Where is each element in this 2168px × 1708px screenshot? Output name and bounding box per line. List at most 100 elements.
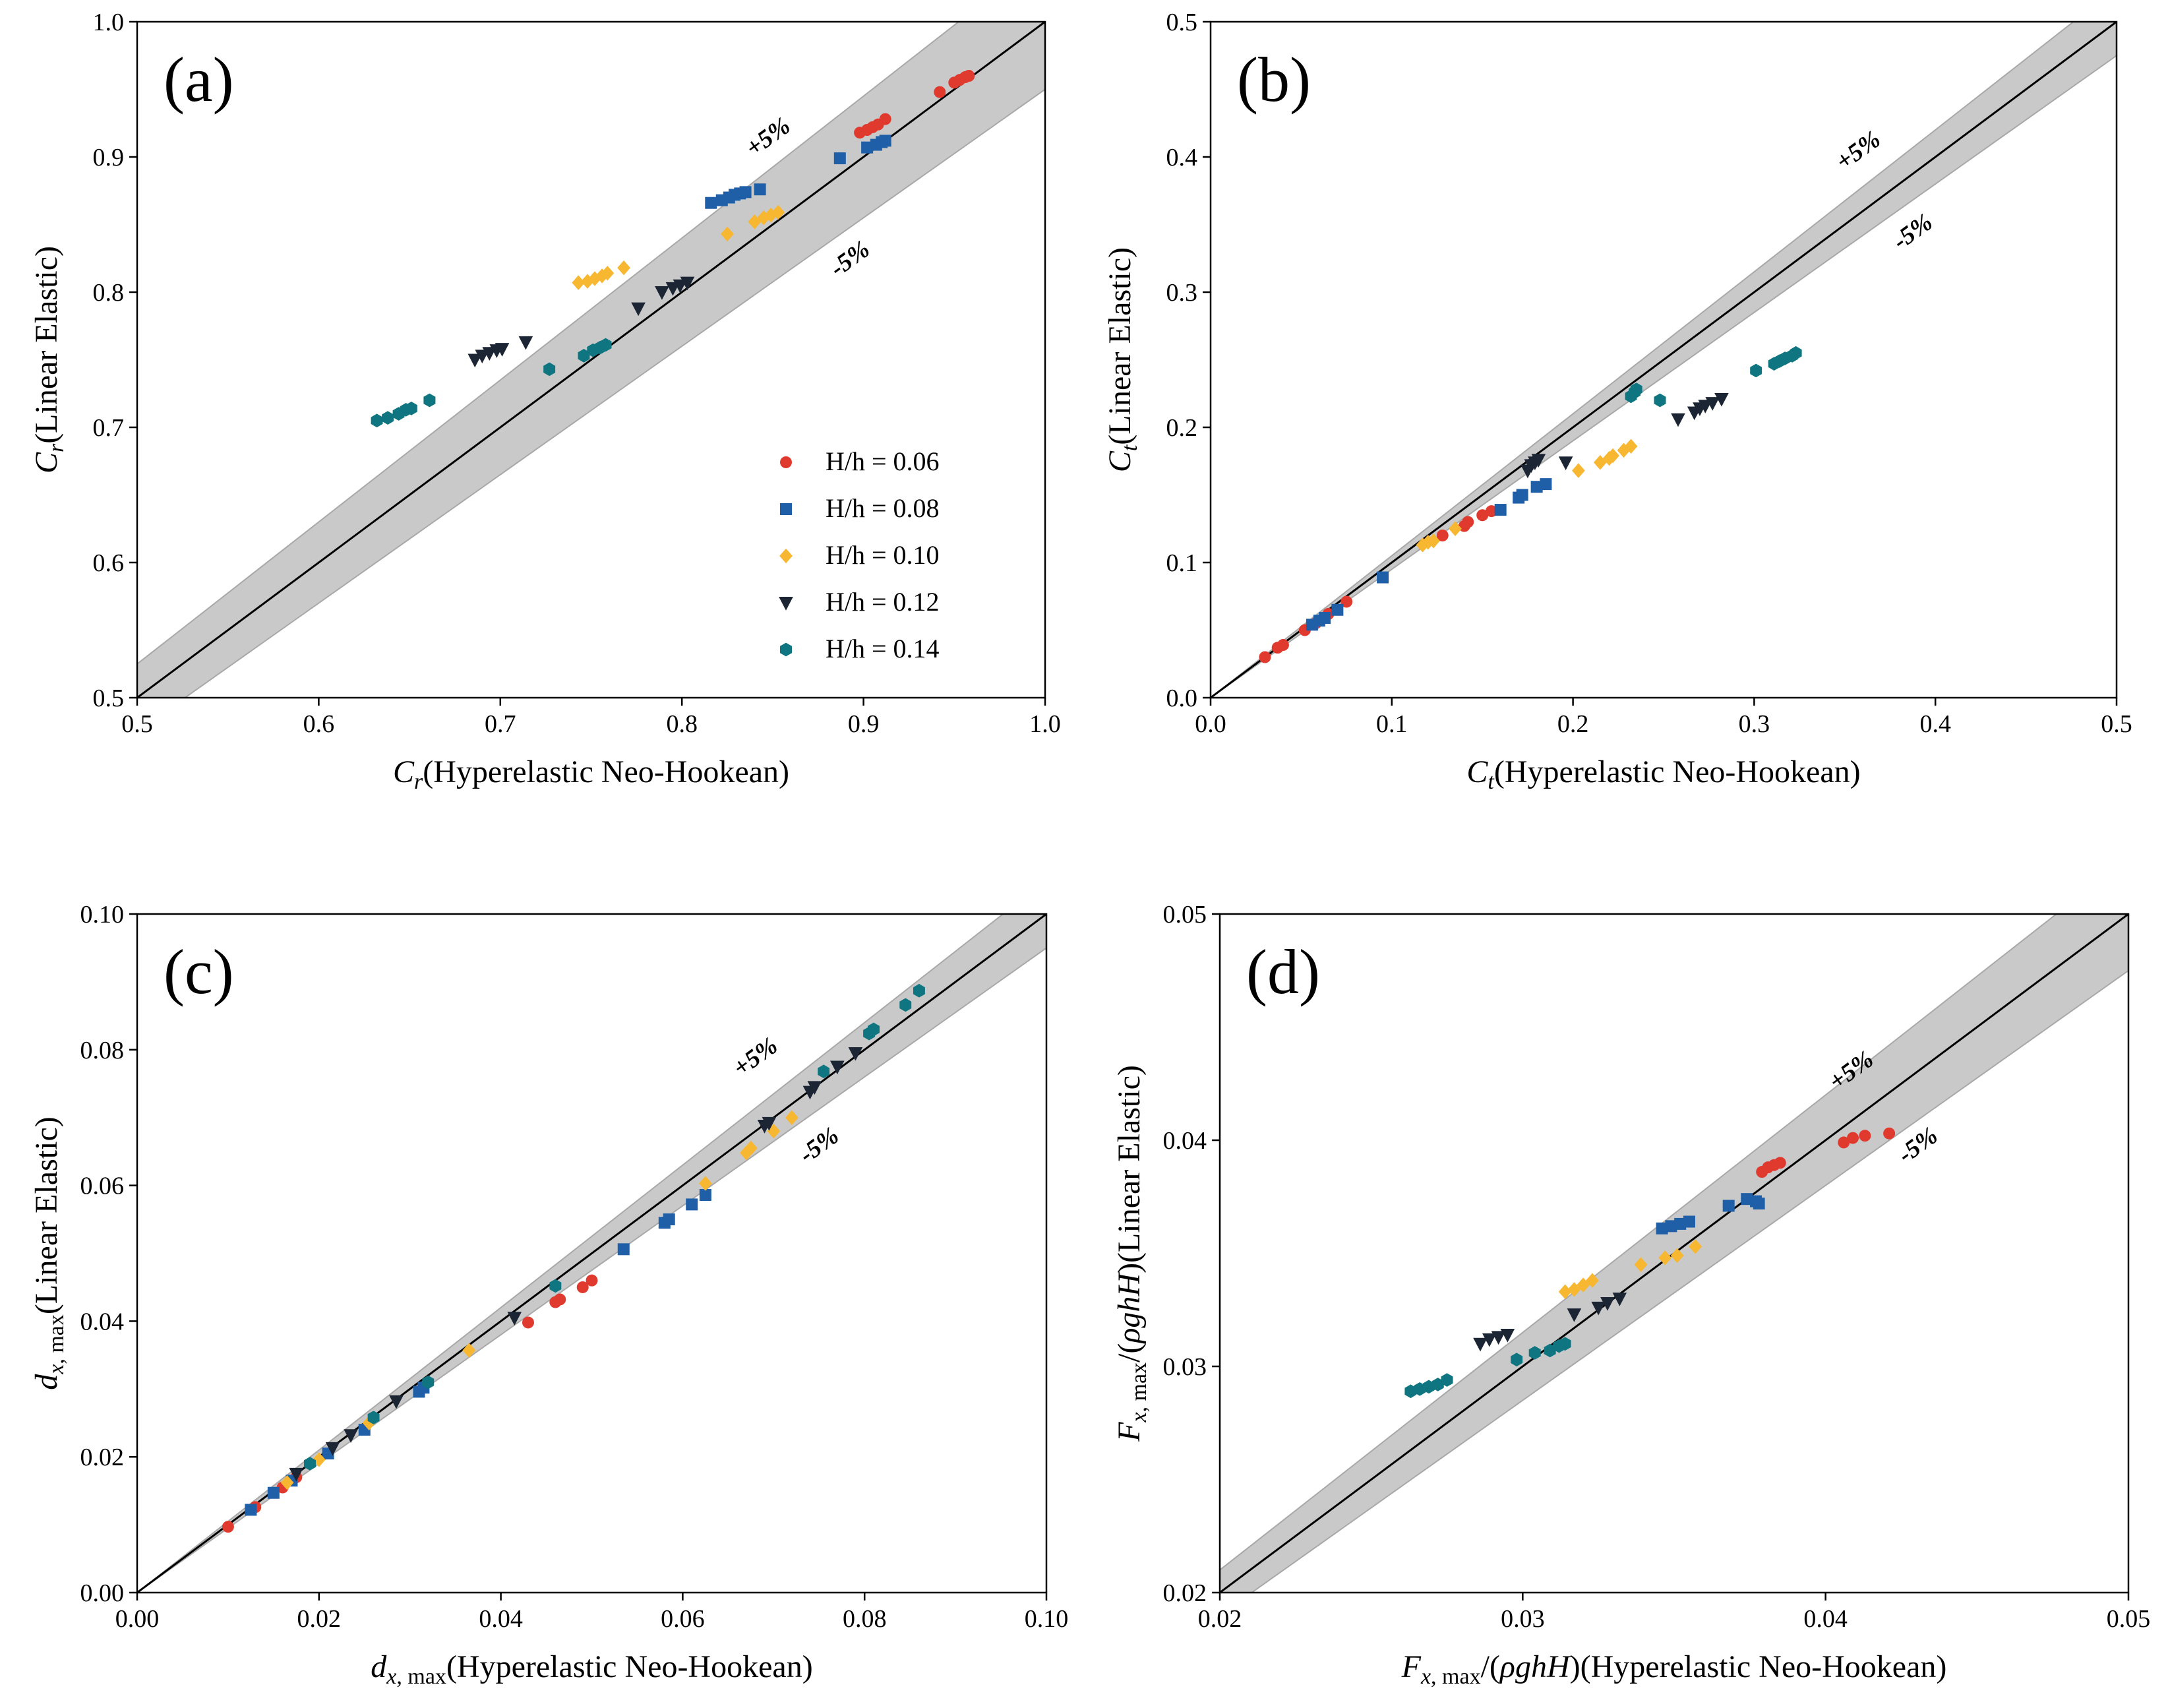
x-tick-label: 0.05 <box>2107 1605 2151 1633</box>
data-point <box>325 1442 340 1456</box>
data-point <box>754 183 766 196</box>
data-point <box>422 1375 435 1389</box>
data-point <box>1530 481 1543 493</box>
data-point <box>389 1395 404 1409</box>
data-point <box>833 152 846 165</box>
data-point <box>344 1429 358 1443</box>
data-point <box>913 983 925 998</box>
data-point <box>1423 1380 1435 1394</box>
data-point <box>1473 1337 1488 1352</box>
data-point <box>1658 1250 1672 1266</box>
x-tick-label: 0.7 <box>485 710 516 738</box>
data-point <box>1404 1384 1417 1399</box>
y-tick-label: 0.08 <box>80 1037 125 1064</box>
legend-marker <box>780 456 792 468</box>
data-point <box>267 1486 280 1499</box>
data-point <box>699 1189 711 1202</box>
data-point <box>934 86 946 98</box>
band-label-minus: -5% <box>1888 208 1938 255</box>
data-point <box>1500 1328 1515 1343</box>
legend-marker <box>780 642 792 657</box>
data-point <box>963 70 975 82</box>
band-label-minus: -5% <box>794 1122 844 1169</box>
band-label-plus: +5% <box>728 1031 783 1082</box>
data-point <box>1559 1337 1571 1351</box>
data-point <box>1600 1296 1615 1311</box>
x-tick-label: 0.1 <box>1376 710 1408 738</box>
data-point <box>721 226 734 242</box>
data-point <box>1528 1346 1541 1360</box>
data-point <box>1377 571 1389 584</box>
legend-item: H/h = 0.08 <box>780 493 940 523</box>
data-point <box>1485 505 1497 518</box>
y-tick-label: 1.0 <box>93 9 125 36</box>
error-band <box>137 22 1045 698</box>
data-point <box>1847 1132 1859 1144</box>
x-tick-label: 1.0 <box>1029 710 1061 738</box>
x-tick-label: 0.5 <box>121 710 153 738</box>
data-point <box>304 1457 316 1471</box>
y-tick-label: 0.04 <box>1163 1127 1207 1155</box>
y-tick-label: 0.05 <box>1163 901 1207 929</box>
data-point <box>655 286 669 300</box>
data-point <box>1571 463 1585 478</box>
y-axis-label: dx, max(Linear Elastic) <box>29 1116 69 1389</box>
y-tick-label: 0.5 <box>93 685 125 712</box>
data-point <box>1414 1382 1426 1396</box>
y-tick-label: 0.10 <box>80 901 125 929</box>
x-tick-label: 0.02 <box>1198 1605 1242 1633</box>
legend-marker <box>780 503 792 515</box>
x-tick-label: 0.02 <box>297 1605 342 1633</box>
data-point <box>1491 1331 1506 1345</box>
data-point <box>1511 1353 1523 1367</box>
y-tick-label: 0.04 <box>80 1308 125 1335</box>
x-tick-label: 0.2 <box>1557 710 1589 738</box>
y-tick-label: 0.8 <box>93 279 125 307</box>
x-tick-label: 0.4 <box>1919 710 1951 738</box>
legend-label: H/h = 0.10 <box>826 540 940 570</box>
series-hh-0.12 <box>467 276 695 368</box>
series-hh-0.08 <box>1306 478 1552 631</box>
panel-label: (d) <box>1246 936 1320 1007</box>
y-axis-label: Cr(Linear Elastic) <box>29 246 69 473</box>
data-point <box>222 1521 234 1533</box>
series-hh-0.14 <box>371 338 612 428</box>
data-point <box>576 1281 589 1293</box>
data-point <box>1567 1282 1581 1297</box>
data-point <box>739 186 752 198</box>
series-hh-0.10 <box>280 1110 798 1490</box>
data-point <box>1436 530 1449 541</box>
y-tick-label: 0.6 <box>93 549 125 577</box>
data-point <box>698 1176 712 1191</box>
y-tick-label: 0.9 <box>93 144 125 171</box>
panel-a: 0.5 0.6 0.7 0.8 0.9 1.0 0.5 0.6 0.7 0.8 0.9 1.0 Cr(H… <box>29 9 1061 794</box>
data-point <box>518 336 533 350</box>
data-point <box>705 197 717 209</box>
reference-line <box>137 22 1045 698</box>
series-hh-0.10 <box>1416 439 1638 553</box>
error-band <box>137 914 1046 1593</box>
data-point <box>686 1198 698 1211</box>
x-tick-label: 0.8 <box>666 710 698 738</box>
data-point <box>617 1243 630 1256</box>
data-point <box>848 1047 863 1061</box>
data-point <box>1427 533 1440 549</box>
data-point <box>830 1060 845 1075</box>
legend-marker <box>779 597 793 611</box>
data-point <box>586 1274 598 1287</box>
data-point <box>522 1316 534 1329</box>
series-hh-0.08 <box>1656 1193 1765 1235</box>
y-tick-label: 0.7 <box>93 414 125 442</box>
plot-frame <box>1209 20 2118 699</box>
x-tick-label: 0.03 <box>1501 1605 1545 1633</box>
legend-item: H/h = 0.10 <box>779 540 940 570</box>
x-tick-label: 0.6 <box>303 710 335 738</box>
data-point <box>1591 1301 1606 1316</box>
data-point <box>1774 1157 1786 1169</box>
plot-frame <box>136 913 1048 1594</box>
data-point <box>1753 1198 1765 1210</box>
data-point <box>245 1504 257 1516</box>
panel-d: 0.02 0.03 0.04 0.05 0.02 0.03 0.04 0.05 Fx, max/… <box>1112 901 2151 1689</box>
y-axis-label: Ct(Linear Elastic) <box>1102 247 1142 472</box>
data-point <box>462 1343 476 1358</box>
